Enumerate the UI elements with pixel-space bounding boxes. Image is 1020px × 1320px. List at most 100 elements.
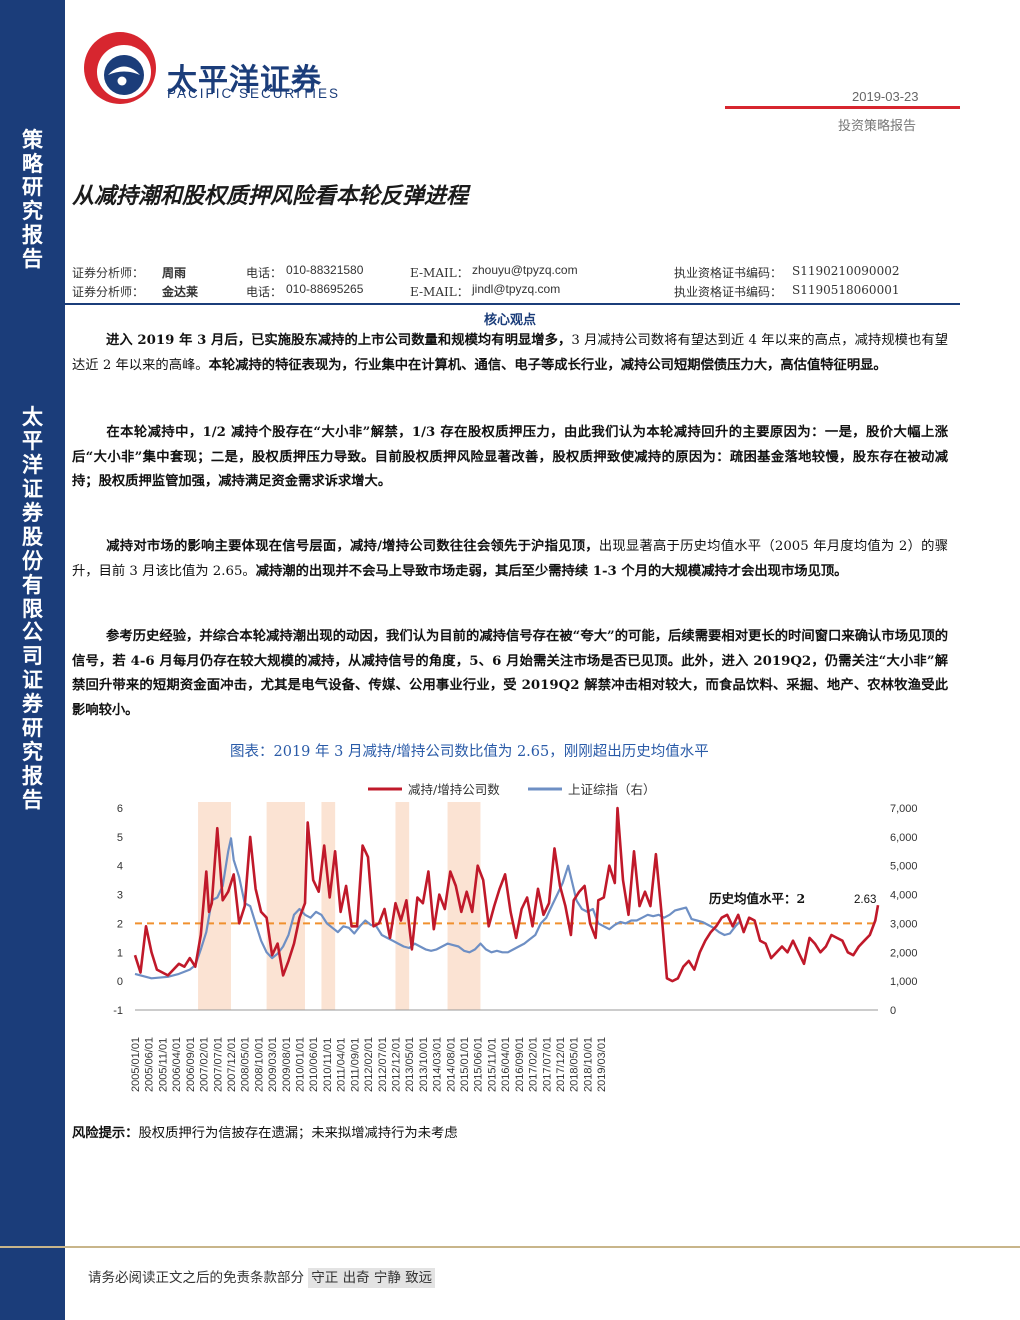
x-tick-label: 2013/05/01 [404, 1037, 416, 1092]
legend-label-ratio: 减持/增持公司数 [408, 782, 500, 797]
x-tick-label: 2007/07/01 [212, 1037, 224, 1092]
analyst-role: 证券分析师： [72, 285, 145, 299]
x-tick-label: 2008/05/01 [240, 1037, 252, 1092]
paragraph: 进入 2019 年 3 月后，已实施股东减持的上市公司数量和规模均有明显增多，3… [72, 329, 948, 378]
shaded-period [321, 802, 336, 1010]
annotation-last-value: 2.63 [854, 894, 876, 906]
chart-caption: 图表：2019 年 3 月减持/增持公司数比值为 2.65，刚刚超出历史均值水平 [230, 744, 709, 760]
y-left-tick-label: 0 [117, 976, 123, 988]
paragraph-text: 3 月减持公司数将有望达到近 4 年以来的高点，减持规模也有望达近 2 年以来的… [72, 333, 948, 373]
company-name-en: PACIFIC SECURITIES [167, 86, 341, 101]
x-tick-label: 2011/09/01 [349, 1038, 361, 1092]
analyst-name: 周雨 [162, 266, 187, 280]
risk-note: 风险提示：股权质押行为信披存在遗漏；未来拟增减持行为未考虑 [72, 1122, 458, 1141]
analyst-email-label: E-MAIL： [410, 285, 469, 299]
shaded-period [395, 802, 410, 1010]
x-tick-label: 2017/07/01 [541, 1037, 553, 1092]
analyst-cert-label: 执业资格证书编码： [674, 266, 783, 280]
x-tick-label: 2005/01/01 [130, 1037, 142, 1092]
x-tick-label: 2010/11/01 [322, 1038, 334, 1092]
report-type: 投资策略报告 [838, 119, 917, 134]
analyst-phone: 010-88321580 [286, 263, 364, 277]
x-tick-label: 2018/10/01 [582, 1037, 594, 1092]
analyst-cert-label: 执业资格证书编码： [674, 285, 783, 299]
risk-text: 股权质押行为信披存在遗漏；未来拟增减持行为未考虑 [138, 1126, 458, 1141]
x-tick-label: 2010/06/01 [308, 1037, 320, 1092]
x-tick-label: 2016/04/01 [500, 1037, 512, 1092]
paragraph-bold: 减持对市场的影响主要体现在信号层面，减持/增持公司数往往会领先于沪指见顶， [106, 539, 599, 554]
x-tick-label: 2012/02/01 [363, 1037, 375, 1092]
report-date: 2019-03-23 [852, 89, 919, 104]
sidebar [0, 0, 65, 1320]
y-left-tick-label: 1 [117, 947, 123, 959]
x-tick-label: 2015/11/01 [486, 1038, 498, 1092]
y-right-tick-label: 6,000 [890, 832, 918, 844]
annotation-mean: 历史均值水平：2 [709, 891, 805, 906]
x-tick-label: 2016/09/01 [514, 1037, 526, 1092]
x-tick-label: 2009/03/01 [267, 1037, 279, 1092]
analyst-name: 金达莱 [162, 285, 199, 299]
analyst-email[interactable]: jindl@tpyzq.com [472, 282, 561, 296]
x-tick-label: 2006/04/01 [171, 1037, 183, 1092]
x-tick-label: 2008/10/01 [253, 1037, 265, 1092]
analyst-phone-label: 电话： [246, 285, 283, 299]
x-tick-label: 2018/05/01 [569, 1037, 581, 1092]
analyst-role: 证券分析师： [72, 266, 145, 280]
x-tick-label: 2017/02/01 [528, 1037, 540, 1092]
y-right-tick-label: 1,000 [890, 976, 918, 988]
y-right-tick-label: 0 [890, 1005, 896, 1017]
y-left-tick-label: 4 [117, 861, 123, 873]
series-line-index [134, 837, 742, 980]
company-name-cn: 太平洋证券 [167, 63, 322, 98]
y-left-tick-label: 6 [117, 803, 123, 815]
analyst-cert: S1190210090002 [792, 264, 900, 278]
pacific-securities-logo-icon [84, 32, 156, 104]
y-left-tick-label: 5 [117, 832, 123, 844]
footer-motto: 守正 出奇 宁静 致远 [308, 1268, 436, 1288]
core-heading: 核心观点 [483, 313, 536, 328]
y-left-tick-label: 3 [117, 890, 123, 902]
x-tick-label: 2012/12/01 [390, 1037, 402, 1092]
x-tick-label: 2006/09/01 [185, 1037, 197, 1092]
paragraph-bold: 参考历史经验，并综合本轮减持潮出现的动因，我们认为目前的减持信号存在被“夸大”的… [72, 629, 948, 718]
x-tick-label: 2009/08/01 [281, 1037, 293, 1092]
legend-label-index: 上证综指（右） [568, 782, 656, 797]
footer-disclaimer: 请务必阅读正文之后的免责条款部分 [88, 1270, 304, 1286]
section-divider [65, 303, 960, 305]
y-right-tick-label: 7,000 [890, 803, 918, 815]
paragraph-bold: 本轮减持的特征表现为，行业集中在计算机、通信、电子等成长行业，减持公司短期偿债压… [208, 357, 887, 373]
paragraph: 减持对市场的影响主要体现在信号层面，减持/增持公司数往往会领先于沪指见顶，出现显… [72, 535, 948, 584]
footer-divider [0, 1246, 1020, 1248]
x-tick-label: 2011/04/01 [336, 1038, 348, 1092]
x-tick-label: 2017/12/01 [555, 1037, 567, 1092]
x-tick-label: 2007/02/01 [199, 1037, 211, 1092]
analyst-email[interactable]: zhouyu@tpyzq.com [472, 263, 578, 277]
paragraph-bold: 在本轮减持中，1/2 减持个股存在“大小非”解禁，1/3 存在股权质押压力，由此… [72, 425, 948, 489]
y-right-tick-label: 3,000 [890, 918, 918, 930]
y-right-tick-label: 4,000 [890, 890, 918, 902]
footer: 请务必阅读正文之后的免责条款部分 守正 出奇 宁静 致远 [88, 1266, 436, 1288]
x-tick-label: 2019/03/01 [596, 1037, 608, 1092]
analyst-cert: S1190518060001 [792, 283, 900, 297]
analyst-phone: 010-88695265 [286, 282, 364, 296]
chart: 6 5 4 3 2 1 0 -1 7,000 6,000 5,000 4,000 3,000 2,000 1… [113, 782, 918, 1092]
x-tick-label: 2014/03/01 [432, 1037, 444, 1092]
x-tick-label: 2015/06/01 [473, 1037, 485, 1092]
paragraph: 参考历史经验，并综合本轮减持潮出现的动因，我们认为目前的减持信号存在被“夸大”的… [72, 625, 948, 723]
y-left-tick-label: 2 [117, 918, 123, 930]
series-line-ratio [133, 806, 880, 983]
paragraph-bold: 进入 2019 年 3 月后，已实施股东减持的上市公司数量和规模均有明显增多， [106, 333, 572, 348]
x-tick-label: 2015/01/01 [459, 1037, 471, 1092]
y-left-tick-label: -1 [113, 1005, 123, 1017]
x-tick-label: 2014/08/01 [445, 1037, 457, 1092]
y-right-tick-label: 2,000 [890, 947, 918, 959]
page-title: 从减持潮和股权质押风险看本轮反弹进程 [72, 183, 469, 209]
x-tick-label: 2013/10/01 [418, 1037, 430, 1092]
x-tick-label: 2007/12/01 [226, 1037, 238, 1092]
risk-label: 风险提示： [72, 1126, 139, 1141]
analyst-phone-label: 电话： [246, 266, 283, 280]
y-right-tick-label: 5,000 [890, 861, 918, 873]
x-tick-label: 2005/06/01 [144, 1037, 156, 1092]
sidebar-bottom-label: 太平洋证券股份有限公司证券研究报告 [22, 404, 43, 812]
analyst-email-label: E-MAIL： [410, 266, 469, 280]
